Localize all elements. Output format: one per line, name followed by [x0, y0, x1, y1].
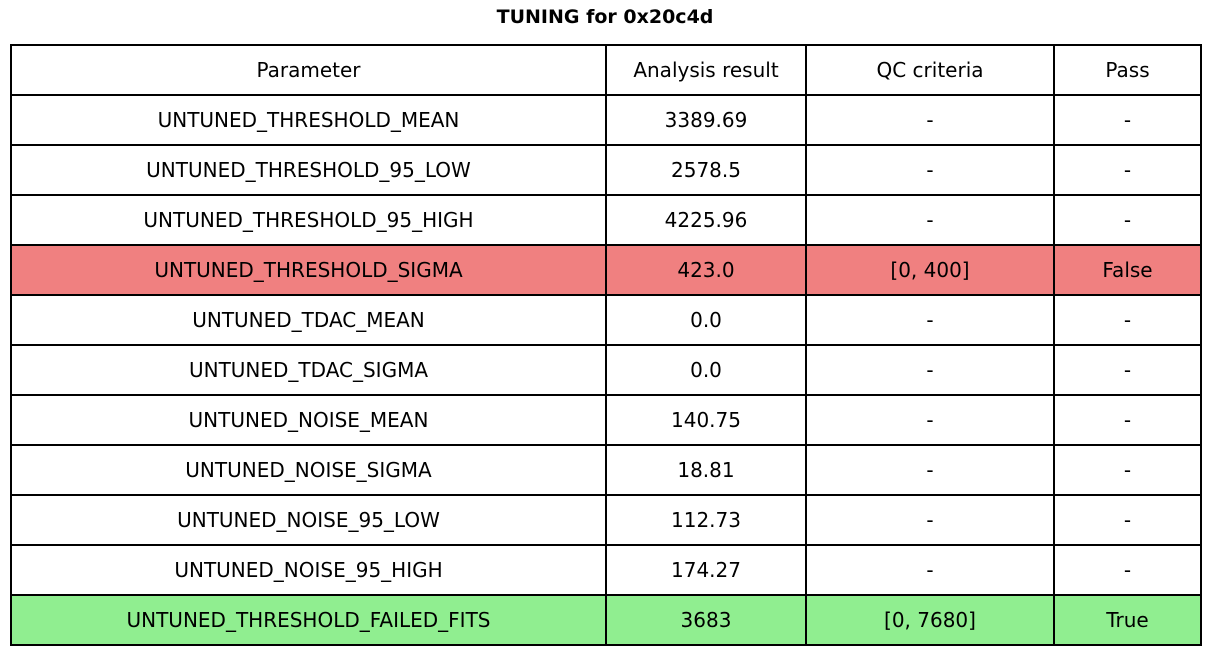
table-row: UNTUNED_NOISE_95_HIGH 174.27 - -	[10, 544, 1202, 596]
cell-qc-criteria: -	[805, 544, 1055, 596]
table-row: UNTUNED_NOISE_95_LOW 112.73 - -	[10, 494, 1202, 546]
cell-parameter: UNTUNED_NOISE_95_LOW	[10, 494, 607, 546]
cell-analysis-result: 2578.5	[605, 144, 807, 196]
cell-parameter: UNTUNED_THRESHOLD_95_LOW	[10, 144, 607, 196]
table-row: UNTUNED_THRESHOLD_95_HIGH 4225.96 - -	[10, 194, 1202, 246]
table-row: UNTUNED_NOISE_SIGMA 18.81 - -	[10, 444, 1202, 496]
cell-qc-criteria: -	[805, 444, 1055, 496]
cell-pass: -	[1053, 444, 1202, 496]
column-header-pass: Pass	[1053, 44, 1202, 96]
cell-analysis-result: 3389.69	[605, 94, 807, 146]
cell-analysis-result: 423.0	[605, 244, 807, 296]
column-header-analysis-result: Analysis result	[605, 44, 807, 96]
cell-pass: -	[1053, 544, 1202, 596]
qc-tuning-table: Parameter Analysis result QC criteria Pa…	[10, 44, 1202, 646]
cell-analysis-result: 174.27	[605, 544, 807, 596]
cell-parameter: UNTUNED_NOISE_95_HIGH	[10, 544, 607, 596]
cell-parameter: UNTUNED_THRESHOLD_MEAN	[10, 94, 607, 146]
cell-pass: -	[1053, 294, 1202, 346]
cell-pass: -	[1053, 344, 1202, 396]
cell-parameter: UNTUNED_THRESHOLD_FAILED_FITS	[10, 594, 607, 646]
cell-pass: -	[1053, 194, 1202, 246]
cell-pass: -	[1053, 144, 1202, 196]
table-row: UNTUNED_TDAC_SIGMA 0.0 - -	[10, 344, 1202, 396]
cell-analysis-result: 3683	[605, 594, 807, 646]
cell-pass: True	[1053, 594, 1202, 646]
cell-parameter: UNTUNED_NOISE_SIGMA	[10, 444, 607, 496]
cell-qc-criteria: -	[805, 494, 1055, 546]
table-header-row: Parameter Analysis result QC criteria Pa…	[10, 44, 1202, 96]
cell-qc-criteria: -	[805, 94, 1055, 146]
table-row: UNTUNED_NOISE_MEAN 140.75 - -	[10, 394, 1202, 446]
cell-qc-criteria: -	[805, 394, 1055, 446]
column-header-parameter: Parameter	[10, 44, 607, 96]
cell-pass: -	[1053, 494, 1202, 546]
cell-analysis-result: 0.0	[605, 344, 807, 396]
cell-pass: False	[1053, 244, 1202, 296]
page-title: TUNING for 0x20c4d	[496, 6, 714, 28]
cell-analysis-result: 112.73	[605, 494, 807, 546]
cell-qc-criteria: [0, 400]	[805, 244, 1055, 296]
cell-qc-criteria: -	[805, 294, 1055, 346]
table-row: UNTUNED_THRESHOLD_SIGMA 423.0 [0, 400] F…	[10, 244, 1202, 296]
cell-analysis-result: 18.81	[605, 444, 807, 496]
table-row: UNTUNED_THRESHOLD_FAILED_FITS 3683 [0, 7…	[10, 594, 1202, 646]
cell-qc-criteria: -	[805, 344, 1055, 396]
cell-qc-criteria: -	[805, 144, 1055, 196]
cell-parameter: UNTUNED_TDAC_SIGMA	[10, 344, 607, 396]
cell-analysis-result: 0.0	[605, 294, 807, 346]
cell-qc-criteria: [0, 7680]	[805, 594, 1055, 646]
cell-pass: -	[1053, 394, 1202, 446]
table-row: UNTUNED_THRESHOLD_MEAN 3389.69 - -	[10, 94, 1202, 146]
cell-parameter: UNTUNED_NOISE_MEAN	[10, 394, 607, 446]
cell-parameter: UNTUNED_TDAC_MEAN	[10, 294, 607, 346]
table-row: UNTUNED_TDAC_MEAN 0.0 - -	[10, 294, 1202, 346]
cell-analysis-result: 4225.96	[605, 194, 807, 246]
cell-parameter: UNTUNED_THRESHOLD_95_HIGH	[10, 194, 607, 246]
column-header-qc-criteria: QC criteria	[805, 44, 1055, 96]
table-row: UNTUNED_THRESHOLD_95_LOW 2578.5 - -	[10, 144, 1202, 196]
cell-pass: -	[1053, 94, 1202, 146]
cell-parameter: UNTUNED_THRESHOLD_SIGMA	[10, 244, 607, 296]
cell-analysis-result: 140.75	[605, 394, 807, 446]
cell-qc-criteria: -	[805, 194, 1055, 246]
